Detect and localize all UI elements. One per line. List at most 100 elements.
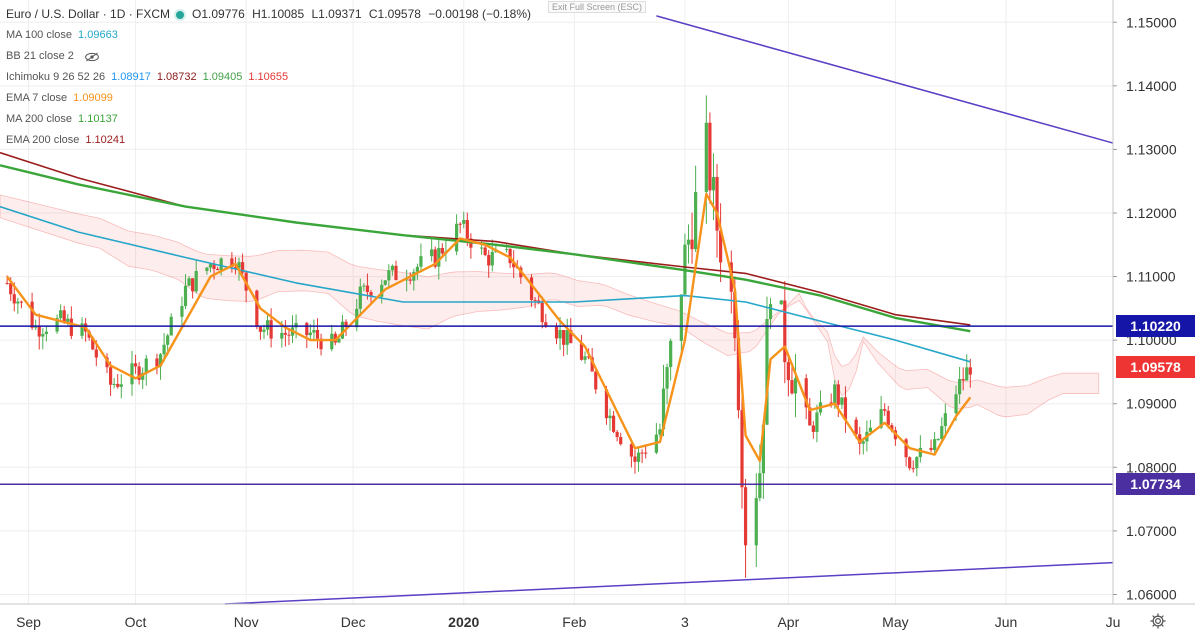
candle-body <box>858 434 862 444</box>
candle-body <box>843 397 848 420</box>
candle-body <box>205 267 209 272</box>
candle-body <box>437 247 441 267</box>
candle-body <box>686 239 691 245</box>
candle-body <box>187 278 191 286</box>
candle-body <box>283 332 287 335</box>
candle-body <box>294 322 298 328</box>
candle-body <box>208 264 213 268</box>
candle-body <box>940 426 944 440</box>
candle-body <box>62 310 66 322</box>
indicator-value: 1.09405 <box>202 71 243 83</box>
candle-body <box>690 239 694 250</box>
candle-body <box>191 278 195 292</box>
exit-fullscreen-hint[interactable]: Exit Full Screen (ESC) <box>548 1 647 13</box>
candle-body <box>540 302 544 323</box>
candle-body <box>954 394 958 414</box>
candle-body <box>455 223 459 252</box>
time-axis[interactable]: Sep Oct Nov Dec 2020 Feb 3 Apr May Jun Ju <box>16 614 1120 630</box>
ichimoku-cloud-area <box>0 194 1100 418</box>
candle-body <box>158 354 163 367</box>
ohlc-values: O1.09776 H1.10085 L1.09371 C1.09578 −0.0… <box>192 4 535 25</box>
candle-body <box>358 286 362 309</box>
indicator-name: BB 21 close 2 <box>6 50 74 62</box>
candle-body <box>968 367 972 375</box>
candle-body <box>587 356 591 358</box>
candle-body <box>144 358 148 373</box>
candle-body <box>658 429 662 435</box>
candle-body <box>936 439 940 441</box>
candle-body <box>636 452 641 462</box>
eye-slash-icon[interactable] <box>84 52 100 62</box>
x-tick-label: May <box>882 614 908 630</box>
candle-body <box>479 247 484 249</box>
candle-body <box>933 439 937 451</box>
indicator-row[interactable]: MA 200 close 1.10137 <box>6 109 535 130</box>
candle-body <box>108 367 113 385</box>
candle-body <box>59 310 63 319</box>
candle-body <box>37 326 41 337</box>
candle-body <box>412 271 416 281</box>
candle-body <box>162 344 166 355</box>
indicator-value: 1.10137 <box>78 113 118 125</box>
indicator-row[interactable]: Ichimoku 9 26 52 26 1.08917 1.08732 1.09405… <box>6 67 535 88</box>
candle-body <box>440 247 444 254</box>
x-tick-label: Apr <box>777 614 799 630</box>
candle-body <box>166 335 170 345</box>
candle-body <box>405 279 409 281</box>
indicator-value: 1.09663 <box>78 29 118 41</box>
candle-body <box>736 338 741 411</box>
candle-body <box>212 264 216 269</box>
indicator-value: 1.08732 <box>156 71 197 83</box>
candle-body <box>590 357 594 372</box>
indicator-row[interactable]: EMA 200 close 1.10241 <box>6 130 535 151</box>
indicator-name: EMA 7 close <box>6 92 68 104</box>
candle-body <box>430 249 434 257</box>
candle-body <box>44 331 48 335</box>
ichimoku-cloud <box>0 194 1100 418</box>
candle-body <box>383 280 387 285</box>
candle-body <box>890 425 894 431</box>
candle-body <box>9 283 13 295</box>
candle-body <box>558 329 562 339</box>
candle-body <box>740 410 744 488</box>
settings-gear-icon[interactable] <box>1149 612 1167 630</box>
candle-body <box>743 487 748 546</box>
x-tick-label: Oct <box>125 614 147 630</box>
high-value: H1.10085 <box>252 7 305 21</box>
candle-body <box>790 380 794 394</box>
candle-body <box>661 388 666 430</box>
x-tick-label: 3 <box>681 614 689 630</box>
candle-body <box>219 258 223 271</box>
price-axis[interactable]: 1.150001.140001.130001.120001.110001.100… <box>1113 14 1177 602</box>
candle-body <box>91 337 95 350</box>
x-tick-label: Dec <box>341 614 366 630</box>
candle-body <box>312 330 316 333</box>
candle-body <box>137 366 141 380</box>
ma100-line <box>0 205 971 363</box>
indicator-row[interactable]: BB 21 close 2 <box>6 46 535 67</box>
candle-body <box>533 299 537 301</box>
x-tick-label: Jun <box>995 614 1018 630</box>
x-tick-label: Nov <box>234 614 259 630</box>
indicator-row[interactable]: MA 100 close 1.09663 <box>6 25 535 46</box>
candle-body <box>337 338 341 343</box>
candle-body <box>779 300 783 305</box>
indicator-value: 1.09099 <box>73 92 113 104</box>
indicator-row[interactable]: EMA 7 close 1.09099 <box>6 88 535 109</box>
candle-body <box>41 334 45 337</box>
candle-body <box>833 384 837 404</box>
price-tag: 1.07734 <box>1116 473 1195 496</box>
candle-body <box>679 294 683 341</box>
candle-body <box>19 301 24 303</box>
candle-body <box>141 372 145 380</box>
low-value: L1.09371 <box>311 7 362 21</box>
symbol-title[interactable]: Euro / U.S. Dollar · 1D · FXCM <box>6 7 171 21</box>
candle-body <box>233 267 238 269</box>
indicator-value: 1.10241 <box>85 134 126 146</box>
candle-body <box>487 255 491 266</box>
candle-body <box>280 332 284 339</box>
candle-body <box>583 356 587 360</box>
candle-body <box>708 122 712 191</box>
candle-body <box>269 320 273 339</box>
